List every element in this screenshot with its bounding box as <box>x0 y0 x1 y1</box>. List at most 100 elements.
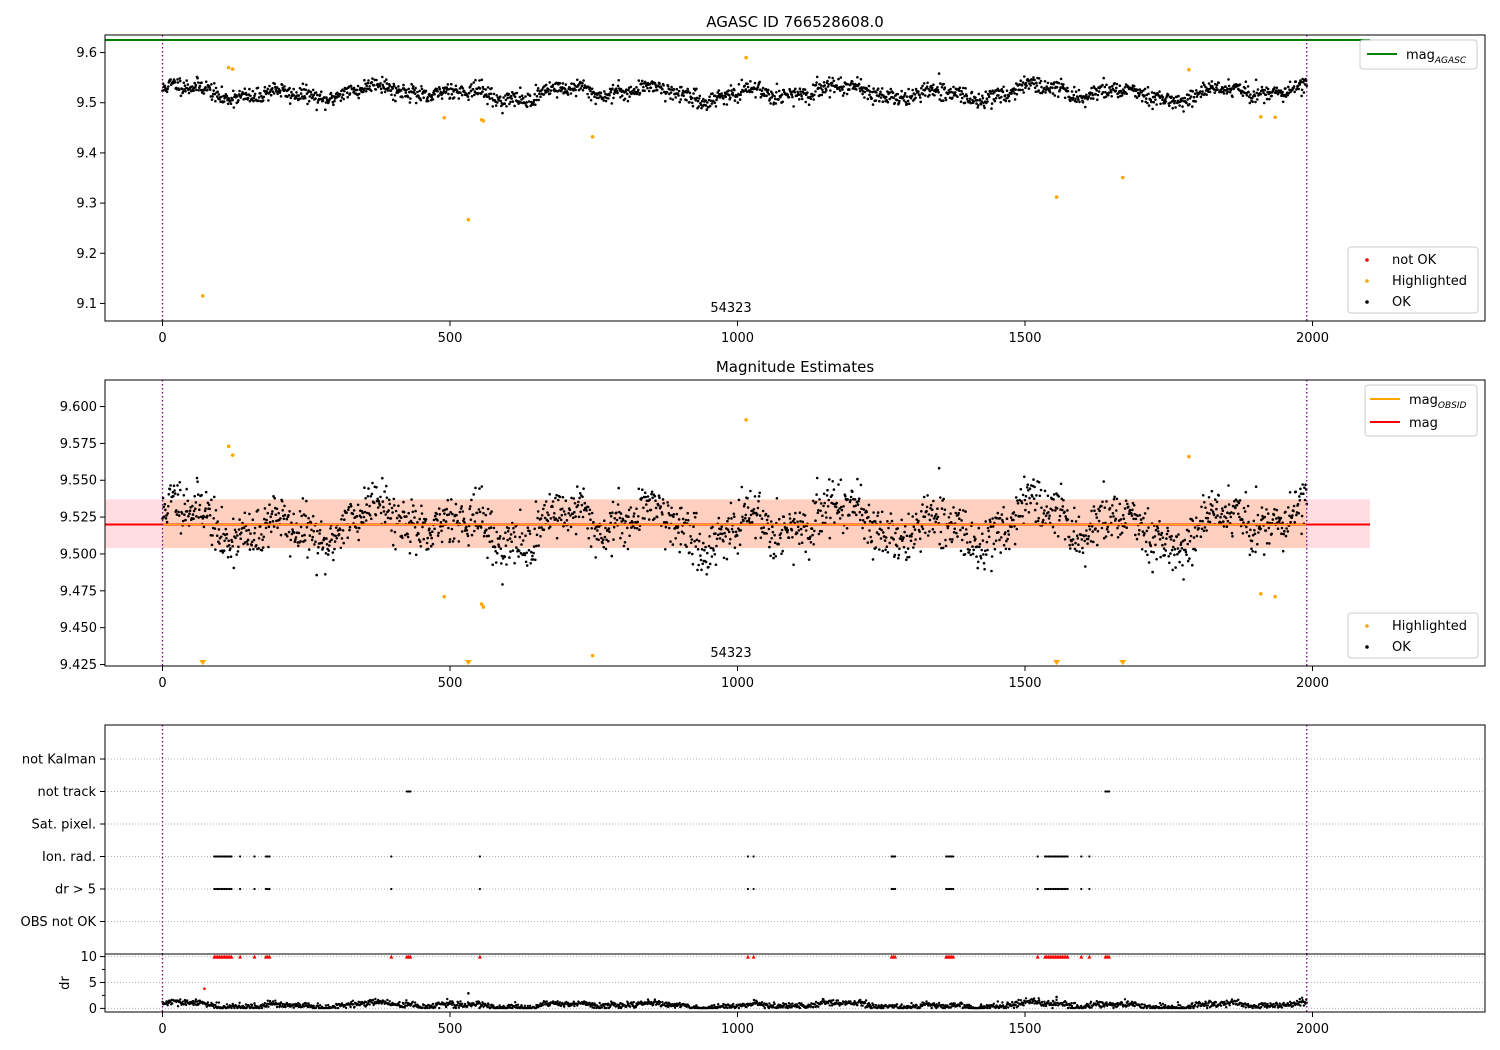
ok-point <box>210 543 214 547</box>
dr-point <box>386 998 389 1002</box>
ok-point <box>343 89 346 93</box>
dr-point <box>404 1001 407 1004</box>
ok-point <box>292 87 296 91</box>
ok-point <box>378 84 382 88</box>
ok-point <box>1217 494 1220 497</box>
ok-point <box>1027 87 1031 90</box>
ok-point <box>714 532 717 535</box>
ok-point <box>1061 508 1064 512</box>
ok-point <box>438 87 442 91</box>
flag-point <box>225 887 228 891</box>
ok-point <box>958 86 962 89</box>
ok-point <box>818 498 821 501</box>
ok-point <box>251 89 255 93</box>
ok-point <box>268 84 271 88</box>
ok-point <box>803 514 807 517</box>
dr-point <box>230 1006 233 1010</box>
flag-point <box>264 887 268 891</box>
ok-point <box>700 99 704 103</box>
ok-point <box>1074 97 1077 101</box>
ok-point <box>900 89 903 93</box>
ok-point <box>1025 84 1028 87</box>
ok-point <box>179 532 183 535</box>
ok-point <box>1084 105 1087 109</box>
ok-point <box>259 525 262 528</box>
ok-point <box>1008 99 1011 103</box>
ok-point <box>780 93 784 96</box>
ok-point <box>406 532 409 536</box>
ok-point <box>1084 534 1088 537</box>
ok-point <box>417 538 421 541</box>
ok-point <box>1002 543 1006 547</box>
ok-point <box>491 563 495 566</box>
ok-point <box>727 89 730 92</box>
ok-point <box>708 535 711 538</box>
ok-point <box>214 99 217 103</box>
ok-point <box>760 527 763 530</box>
ok-point <box>401 95 404 99</box>
flag-point <box>952 855 955 858</box>
ok-point <box>1048 514 1051 517</box>
ok-point <box>517 555 520 558</box>
ok-point <box>355 88 359 92</box>
ok-point <box>769 554 772 558</box>
ok-point <box>418 517 422 521</box>
ok-point <box>485 528 488 531</box>
ok-point <box>1201 90 1204 93</box>
dr-point <box>278 1005 281 1009</box>
ok-point <box>1180 541 1183 544</box>
flag-point <box>253 887 256 891</box>
ok-point <box>391 98 395 102</box>
ok-point <box>477 91 480 95</box>
ok-point <box>289 96 293 100</box>
ok-point <box>570 82 573 85</box>
dr-point <box>411 1000 414 1003</box>
ok-point <box>1072 93 1076 97</box>
ok-point <box>1125 526 1128 529</box>
highlighted-point <box>479 602 484 606</box>
ok-point <box>896 527 899 530</box>
ok-point <box>966 97 969 101</box>
ok-point <box>793 90 796 94</box>
ok-point <box>561 495 565 499</box>
ok-point <box>968 548 971 552</box>
ok-point <box>1080 538 1084 541</box>
ok-point <box>860 507 863 511</box>
ok-point <box>949 512 952 515</box>
ok-point <box>1081 551 1085 554</box>
panel1-xtick-label: 2000 <box>1296 331 1329 346</box>
ok-point <box>524 95 527 98</box>
ok-point <box>971 552 975 556</box>
ok-point <box>1091 93 1094 97</box>
ok-point <box>1251 550 1254 553</box>
flag-point <box>1063 887 1066 891</box>
ok-point <box>336 529 340 532</box>
ok-point <box>1096 529 1100 533</box>
ok-point <box>750 520 754 524</box>
ok-point <box>1294 490 1298 494</box>
ok-point <box>1270 94 1273 98</box>
ok-point <box>553 87 556 91</box>
dr-point <box>541 1004 544 1007</box>
ok-point <box>1091 530 1094 533</box>
ok-point <box>436 534 440 537</box>
ok-point <box>229 99 232 103</box>
ok-point <box>1211 510 1215 513</box>
ok-point <box>1253 529 1256 532</box>
ok-point <box>1039 79 1043 83</box>
ok-point <box>1228 91 1232 94</box>
ok-point <box>1136 88 1139 92</box>
ok-point <box>418 89 422 93</box>
ok-point <box>288 86 291 90</box>
ok-point <box>626 92 629 96</box>
ok-point <box>897 556 900 560</box>
ok-point <box>889 512 893 515</box>
ok-point <box>432 518 436 522</box>
ok-point <box>1114 89 1118 93</box>
ok-point <box>346 95 350 99</box>
ok-point <box>1013 542 1017 546</box>
ok-point <box>739 529 742 532</box>
ok-point <box>1037 89 1040 92</box>
ok-point <box>1180 547 1184 550</box>
ok-point <box>1125 92 1128 96</box>
